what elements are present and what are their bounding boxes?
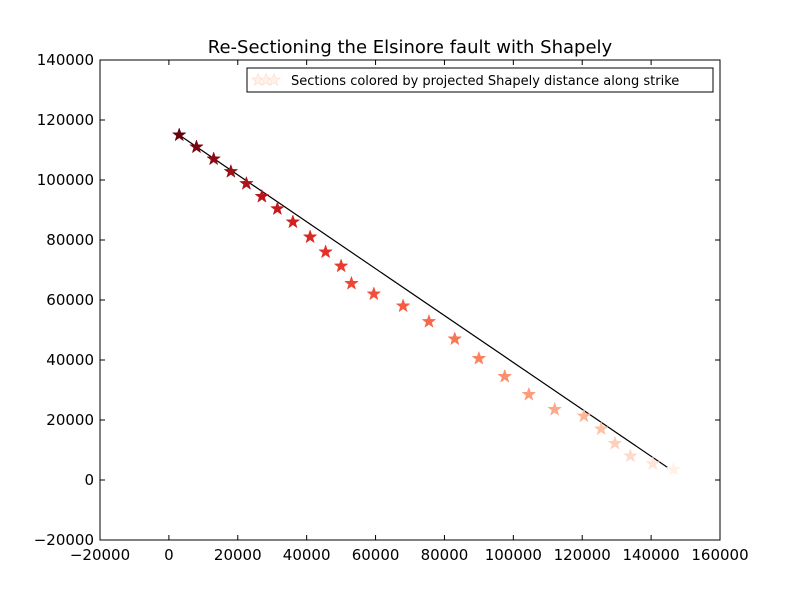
section-star-point bbox=[206, 151, 222, 166]
y-tick-label: 120000 bbox=[37, 111, 94, 129]
section-star-point bbox=[171, 127, 187, 142]
y-tick-label: 20000 bbox=[46, 411, 94, 429]
section-star-point bbox=[576, 408, 592, 423]
legend: Sections colored by projected Shapely di… bbox=[246, 67, 714, 93]
section-star-point bbox=[471, 350, 487, 365]
y-tick-label: 40000 bbox=[46, 351, 94, 369]
section-star-point bbox=[607, 435, 623, 450]
section-star-point bbox=[521, 386, 537, 401]
fault-line bbox=[178, 134, 669, 469]
section-star-point bbox=[302, 229, 318, 244]
section-star-point bbox=[421, 313, 437, 328]
section-star-point bbox=[593, 421, 609, 436]
x-tick-label: 140000 bbox=[622, 546, 679, 564]
section-star-point bbox=[666, 461, 681, 476]
x-tick-label: 0 bbox=[164, 546, 174, 564]
section-star-point bbox=[318, 244, 333, 259]
legend-box bbox=[246, 67, 714, 93]
legend-entry: Sections colored by projected Shapely di… bbox=[291, 74, 679, 89]
section-star-point bbox=[344, 275, 359, 290]
y-tick-label: −20000 bbox=[34, 531, 94, 549]
section-star-point bbox=[395, 298, 411, 313]
x-tick-label: 120000 bbox=[554, 546, 611, 564]
legend-markers bbox=[250, 72, 282, 86]
plot-frame bbox=[99, 59, 721, 541]
x-tick-label: 80000 bbox=[421, 546, 469, 564]
section-star-point bbox=[333, 258, 349, 273]
section-star-point bbox=[239, 175, 254, 190]
x-tick-label: 160000 bbox=[691, 546, 748, 564]
x-tick-label: 20000 bbox=[214, 546, 262, 564]
y-tick-label: 0 bbox=[84, 471, 94, 489]
ticks-layer: −20000 0 20000 40000 60000 80000 100000 120000 1… bbox=[34, 51, 749, 564]
section-star-point bbox=[285, 214, 301, 229]
section-star-point bbox=[189, 139, 204, 154]
section-star-point bbox=[447, 331, 463, 346]
x-tick-label: 60000 bbox=[352, 546, 400, 564]
section-star-point bbox=[366, 286, 382, 301]
y-tick-label: 80000 bbox=[46, 231, 94, 249]
section-star-point bbox=[623, 448, 638, 463]
x-tick-label: −20000 bbox=[70, 546, 130, 564]
marks-layer bbox=[171, 127, 681, 476]
section-star-point bbox=[547, 401, 563, 416]
section-star-point bbox=[223, 163, 239, 178]
legend-star-icon bbox=[266, 72, 282, 86]
y-tick-label: 140000 bbox=[37, 51, 94, 69]
chart-title: Re-Sectioning the Elsinore fault with Sh… bbox=[208, 37, 613, 58]
x-tick-label: 40000 bbox=[283, 546, 331, 564]
y-tick-label: 100000 bbox=[37, 171, 94, 189]
section-star-point bbox=[254, 188, 270, 203]
section-star-point bbox=[645, 456, 661, 471]
section-star-point bbox=[497, 368, 513, 383]
y-tick-label: 60000 bbox=[46, 291, 94, 309]
section-star-point bbox=[270, 201, 285, 216]
x-tick-label: 100000 bbox=[485, 546, 542, 564]
